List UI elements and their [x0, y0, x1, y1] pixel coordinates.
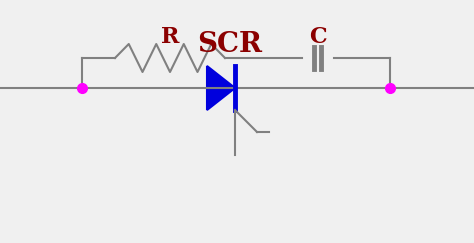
Polygon shape [207, 66, 235, 110]
Text: R: R [161, 26, 179, 48]
Text: C: C [309, 26, 327, 48]
Text: SCR: SCR [198, 31, 263, 58]
